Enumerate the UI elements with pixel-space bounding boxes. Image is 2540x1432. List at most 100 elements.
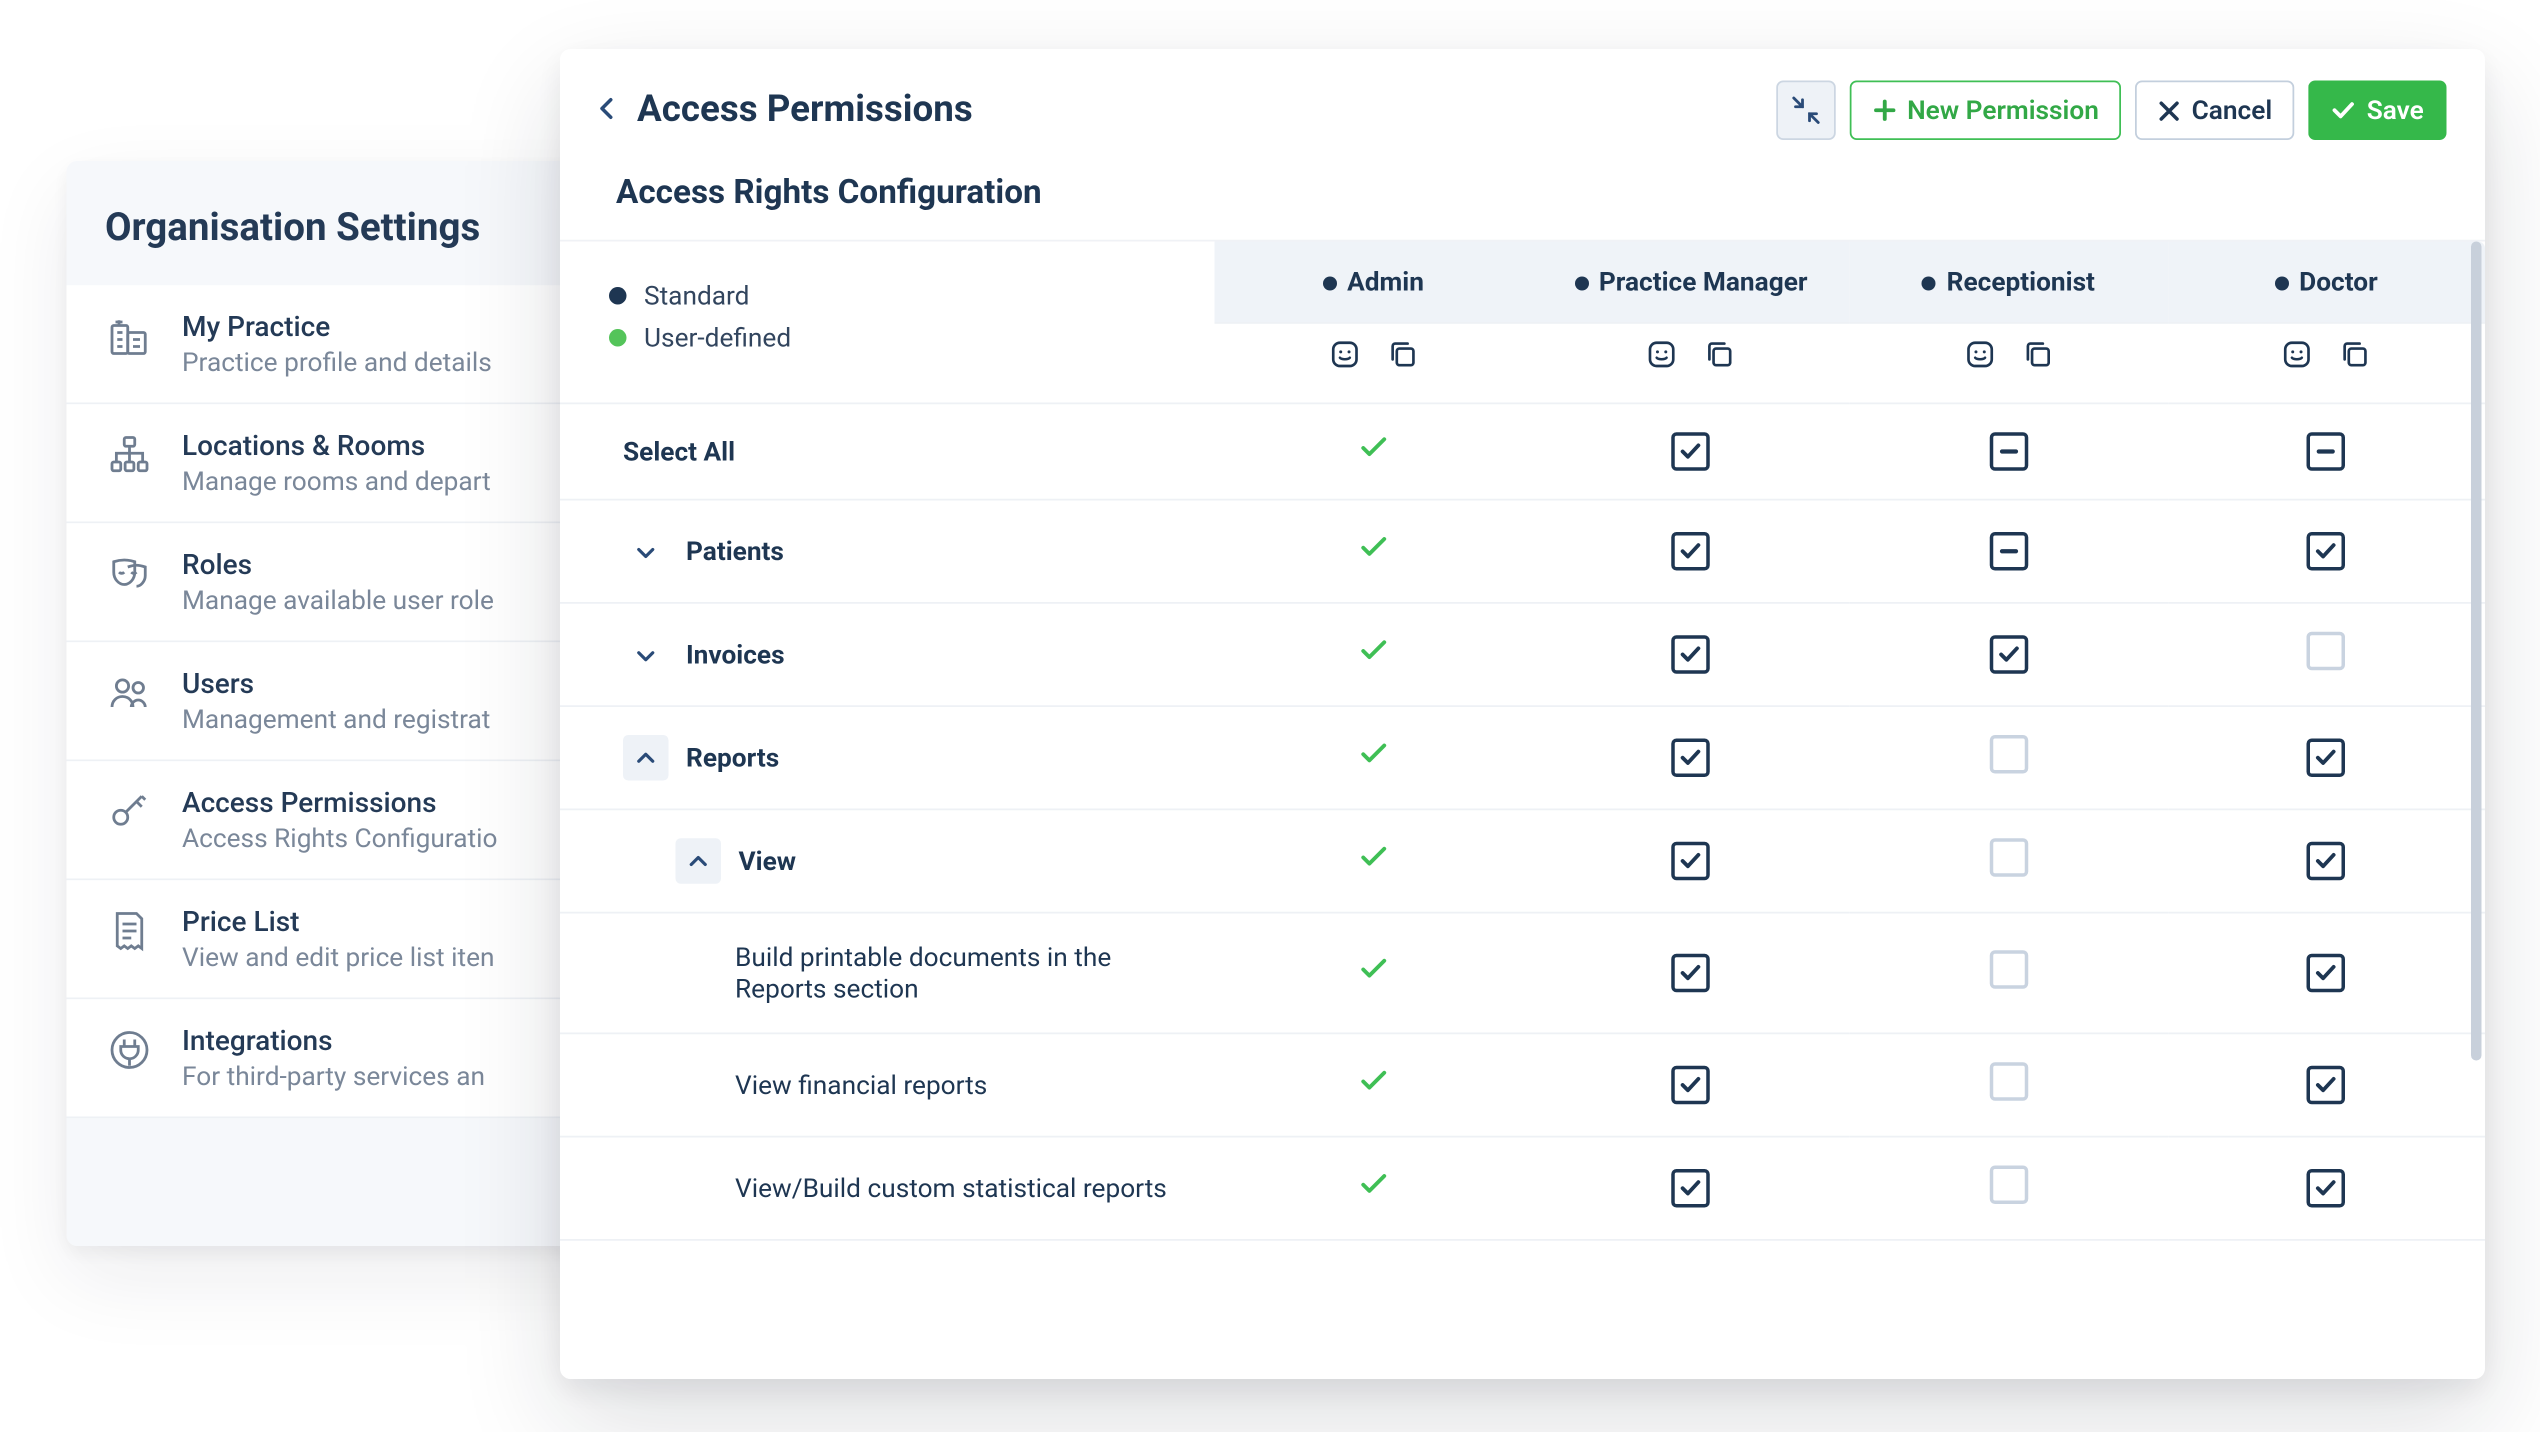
sidebar-item-title: Locations & Rooms	[182, 429, 491, 462]
sidebar-item-desc: Management and registrat	[182, 704, 490, 736]
permission-checkbox[interactable]	[1989, 950, 2028, 989]
role-copy-icon[interactable]	[2021, 338, 2054, 378]
scrollbar-thumb[interactable]	[2471, 242, 2482, 1061]
permission-locked-icon	[1358, 432, 1390, 464]
building-icon	[105, 313, 154, 359]
sidebar-item-title: Users	[182, 667, 490, 700]
permission-row: View financial reports	[560, 1033, 2485, 1136]
hierarchy-icon	[105, 432, 154, 478]
permission-label: Build printable documents in the Reports…	[735, 942, 1201, 1005]
role-face-icon[interactable]	[1963, 338, 1996, 378]
key-icon	[105, 789, 154, 835]
collapse-button[interactable]	[1776, 81, 1836, 141]
permissions-table: Standard User-defined Admin Practice Mana…	[560, 242, 2485, 1241]
role-label: Admin	[1347, 266, 1424, 298]
expand-toggle[interactable]	[623, 529, 669, 575]
sidebar-item-title: Price List	[182, 905, 495, 938]
permission-checkbox[interactable]	[1989, 532, 2028, 571]
permission-checkbox[interactable]	[1672, 532, 1711, 571]
legend-dot-standard	[609, 287, 627, 305]
plug-icon	[105, 1027, 154, 1073]
permission-row: Build printable documents in the Reports…	[560, 913, 2485, 1034]
receipt-icon	[105, 908, 154, 954]
sidebar-item-desc: Manage available user role	[182, 585, 494, 617]
role-copy-icon[interactable]	[1386, 338, 1419, 378]
panel-title: Access Permissions	[637, 89, 973, 131]
role-header: Admin	[1215, 242, 1533, 323]
role-face-icon[interactable]	[1645, 338, 1678, 378]
expand-toggle[interactable]	[623, 735, 669, 781]
legend-dot-user	[609, 329, 627, 347]
permission-checkbox[interactable]	[1989, 838, 2028, 877]
permission-checkbox[interactable]	[1672, 635, 1711, 674]
permission-label: View/Build custom statistical reports	[735, 1173, 1167, 1205]
role-header: Receptionist	[1850, 242, 2168, 323]
scrollbar[interactable]	[2471, 242, 2482, 1380]
cancel-button[interactable]: Cancel	[2136, 81, 2295, 141]
permission-checkbox[interactable]	[2307, 532, 2346, 571]
permission-checkbox[interactable]	[1672, 739, 1711, 778]
permission-row: View	[560, 809, 2485, 912]
permission-checkbox[interactable]	[1672, 432, 1711, 471]
permission-checkbox[interactable]	[2307, 1066, 2346, 1105]
permission-checkbox[interactable]	[1989, 432, 2028, 471]
role-header: Doctor	[2167, 242, 2485, 323]
permission-checkbox[interactable]	[1672, 842, 1711, 881]
role-header: Practice Manager	[1532, 242, 1850, 323]
save-button[interactable]: Save	[2309, 81, 2447, 141]
sidebar-item-title: Roles	[182, 548, 494, 581]
permission-locked-icon	[1358, 1169, 1390, 1201]
permission-checkbox[interactable]	[1672, 954, 1711, 993]
save-label: Save	[2367, 97, 2424, 123]
permission-label: View	[739, 845, 797, 877]
expand-toggle[interactable]	[676, 838, 722, 884]
legend-standard-label: Standard	[644, 280, 749, 312]
permission-locked-icon	[1358, 532, 1390, 564]
permission-checkbox[interactable]	[1989, 1166, 2028, 1205]
permission-checkbox[interactable]	[1989, 635, 2028, 674]
legend-user-label: User-defined	[644, 322, 791, 354]
back-button[interactable]	[599, 94, 620, 127]
permission-row: Patients	[560, 500, 2485, 603]
permission-locked-icon	[1358, 954, 1390, 986]
legend-standard: Standard	[609, 280, 1201, 312]
role-dot-icon	[1922, 277, 1936, 291]
sidebar-item-title: Integrations	[182, 1024, 485, 1057]
panel-header: Access Permissions New Permission Cancel…	[560, 49, 2485, 172]
permission-checkbox[interactable]	[1672, 1169, 1711, 1208]
permission-label: Select All	[623, 436, 735, 468]
sidebar-item-desc: For third-party services an	[182, 1061, 485, 1093]
permission-checkbox[interactable]	[1672, 1066, 1711, 1105]
permission-locked-icon	[1358, 1066, 1390, 1098]
permission-checkbox[interactable]	[1989, 735, 2028, 774]
role-dot-icon	[1323, 277, 1337, 291]
new-permission-label: New Permission	[1907, 97, 2099, 123]
panel-subtitle: Access Rights Configuration	[616, 172, 2447, 212]
permission-locked-icon	[1358, 739, 1390, 771]
role-copy-icon[interactable]	[1703, 338, 1736, 378]
legend-user-defined: User-defined	[609, 322, 1201, 354]
permission-checkbox[interactable]	[2307, 432, 2346, 471]
permission-checkbox[interactable]	[1989, 1062, 2028, 1101]
permission-checkbox[interactable]	[2307, 954, 2346, 993]
new-permission-button[interactable]: New Permission	[1849, 81, 2121, 141]
role-label: Doctor	[2299, 266, 2378, 298]
role-dot-icon	[1574, 277, 1588, 291]
expand-toggle[interactable]	[623, 632, 669, 678]
permission-checkbox[interactable]	[2307, 632, 2346, 671]
role-copy-icon[interactable]	[2338, 338, 2371, 378]
permission-locked-icon	[1358, 842, 1390, 874]
permission-checkbox[interactable]	[2307, 1169, 2346, 1208]
role-face-icon[interactable]	[2281, 338, 2314, 378]
permission-label: Patients	[686, 536, 784, 568]
users-icon	[105, 670, 154, 716]
masks-icon	[105, 551, 154, 597]
permission-locked-icon	[1358, 635, 1390, 667]
role-face-icon[interactable]	[1328, 338, 1361, 378]
permission-checkbox[interactable]	[2307, 739, 2346, 778]
check-icon	[2332, 98, 2357, 123]
access-permissions-panel: Access Permissions New Permission Cancel…	[560, 49, 2485, 1379]
sidebar-item-desc: Access Rights Configuratio	[182, 823, 497, 855]
permission-row: Select All	[560, 403, 2485, 499]
permission-checkbox[interactable]	[2307, 842, 2346, 881]
